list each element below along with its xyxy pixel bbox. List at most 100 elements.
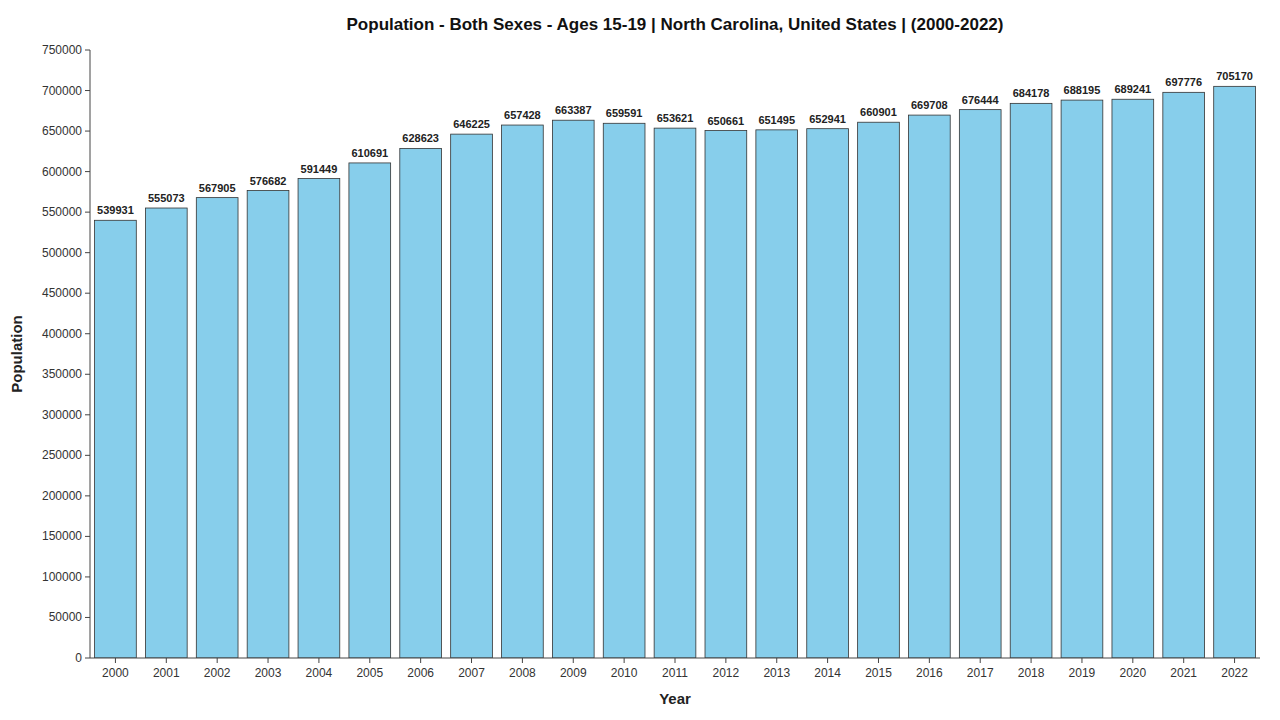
- bar: [95, 220, 137, 658]
- bar: [858, 122, 900, 658]
- bar: [807, 129, 849, 658]
- y-tick-label: 700000: [42, 84, 82, 98]
- bar: [654, 128, 696, 658]
- y-tick: [85, 374, 90, 375]
- bar: [196, 198, 238, 658]
- bar: [298, 179, 340, 658]
- bar: [959, 110, 1001, 658]
- x-tick: [725, 658, 726, 663]
- data-labels: 5399315550735679055766825914496106916286…: [97, 70, 1253, 216]
- bar: [603, 123, 645, 658]
- title: Population - Both Sexes - Ages 15-19 | N…: [347, 15, 1004, 34]
- chart-container: 5399315550735679055766825914496106916286…: [0, 0, 1280, 720]
- x-tick: [318, 658, 319, 663]
- y-tick: [85, 90, 90, 91]
- x-tick: [573, 658, 574, 663]
- y-tick: [85, 495, 90, 496]
- y-tick-label: 250000: [42, 448, 82, 462]
- y-tick-label: 750000: [42, 43, 82, 57]
- x-tick-label: 2004: [306, 666, 333, 680]
- data-label: 567905: [199, 182, 236, 194]
- bar: [502, 125, 544, 658]
- x-tick: [1234, 658, 1235, 663]
- data-label: 646225: [453, 118, 490, 130]
- x-tick: [166, 658, 167, 663]
- y-tick: [85, 252, 90, 253]
- y-axis-label: Population: [8, 315, 25, 393]
- bar: [1010, 103, 1052, 658]
- data-label: 663387: [555, 104, 592, 116]
- y-tick: [85, 658, 90, 659]
- y-tick-label: 550000: [42, 205, 82, 219]
- data-label: 676444: [962, 94, 1000, 106]
- x-tick: [369, 658, 370, 663]
- data-label: 610691: [351, 147, 388, 159]
- bar: [552, 120, 594, 658]
- y-tick-label: 300000: [42, 408, 82, 422]
- bar: [705, 131, 747, 658]
- y-tick: [85, 576, 90, 577]
- x-tick-label: 2006: [407, 666, 434, 680]
- x-tick-label: 2002: [204, 666, 231, 680]
- x-tick-label: 2011: [662, 666, 688, 680]
- data-label: 653621: [657, 112, 694, 124]
- data-label: 669708: [911, 99, 948, 111]
- x-tick-label: 2013: [763, 666, 790, 680]
- x-tick-label: 2009: [560, 666, 587, 680]
- y-tick: [85, 414, 90, 415]
- y-tick: [85, 617, 90, 618]
- data-label: 689241: [1114, 83, 1151, 95]
- y-tick-label: 600000: [42, 165, 82, 179]
- data-label: 705170: [1216, 70, 1253, 82]
- x-tick-label: 2017: [967, 666, 994, 680]
- y-tick: [85, 293, 90, 294]
- data-label: 660901: [860, 106, 897, 118]
- y-tick: [85, 212, 90, 213]
- bar: [247, 191, 289, 658]
- y-axis-line: [90, 50, 91, 658]
- x-tick-label: 2022: [1221, 666, 1248, 680]
- y-tick-label: 100000: [42, 570, 82, 584]
- x-tick-label: 2016: [916, 666, 943, 680]
- data-label: 684178: [1013, 87, 1050, 99]
- y-tick-label: 200000: [42, 489, 82, 503]
- x-tick: [115, 658, 116, 663]
- data-label: 659591: [606, 107, 643, 119]
- y-tick: [85, 131, 90, 132]
- axes: 0500001000001500002000002500003000003500…: [42, 43, 1260, 680]
- data-label: 539931: [97, 204, 134, 216]
- x-tick-label: 2005: [356, 666, 383, 680]
- x-tick: [980, 658, 981, 663]
- y-tick: [85, 50, 90, 51]
- data-label: 688195: [1064, 84, 1101, 96]
- x-tick-label: 2000: [102, 666, 129, 680]
- data-label: 628623: [402, 132, 439, 144]
- x-tick: [827, 658, 828, 663]
- x-tick-label: 2020: [1119, 666, 1146, 680]
- y-tick-label: 350000: [42, 367, 82, 381]
- x-tick: [624, 658, 625, 663]
- x-tick-label: 2008: [509, 666, 536, 680]
- x-tick: [522, 658, 523, 663]
- y-tick-label: 50000: [49, 610, 83, 624]
- data-label: 650661: [708, 115, 745, 127]
- x-axis-label: Year: [659, 690, 691, 707]
- bar: [756, 130, 798, 658]
- x-tick: [1031, 658, 1032, 663]
- x-tick: [217, 658, 218, 663]
- y-tick-label: 400000: [42, 327, 82, 341]
- x-tick-label: 2010: [611, 666, 638, 680]
- x-tick: [1081, 658, 1082, 663]
- x-tick-label: 2007: [458, 666, 485, 680]
- chart-svg: 5399315550735679055766825914496106916286…: [0, 0, 1280, 720]
- x-tick-label: 2014: [814, 666, 841, 680]
- bar: [1163, 92, 1205, 658]
- bar: [451, 134, 493, 658]
- x-tick-label: 2018: [1018, 666, 1045, 680]
- y-tick: [85, 171, 90, 172]
- y-tick-label: 650000: [42, 124, 82, 138]
- x-tick: [878, 658, 879, 663]
- bar: [400, 148, 442, 658]
- bar: [908, 115, 950, 658]
- bar: [1112, 99, 1154, 658]
